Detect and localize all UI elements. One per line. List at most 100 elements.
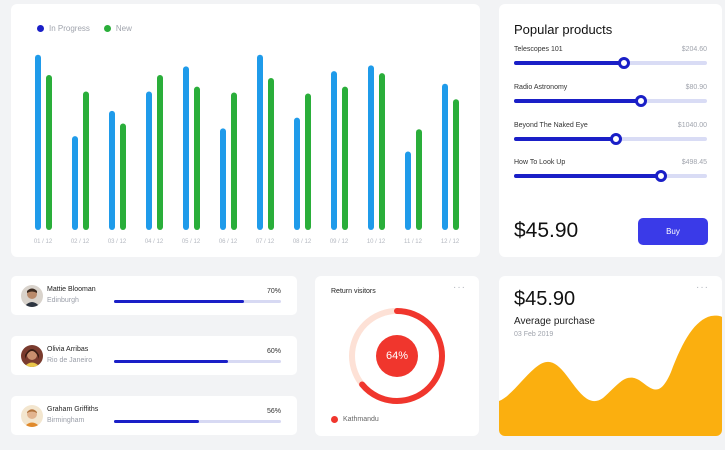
user-progress-fill: [114, 420, 200, 423]
bar-chart-card: In Progress New 01 / 12 02 / 12 03 / 12 04 …: [11, 4, 480, 257]
return-visitors-card: Return visitors ··· 64% Kathmandu: [315, 276, 479, 436]
bar-in-progress-10[interactable]: [368, 65, 374, 230]
x-tick-label: 03 / 12: [108, 239, 127, 245]
return-visitors-title: Return visitors: [331, 288, 376, 295]
avatar: [21, 285, 43, 307]
user-name: Mattie Blooman: [47, 286, 96, 293]
chart-legend: In Progress New: [37, 24, 132, 33]
bar-in-progress-11[interactable]: [405, 151, 411, 230]
legend-dot-icon: [331, 416, 338, 423]
user-progress-track: [114, 420, 281, 423]
more-horizontal-icon[interactable]: ···: [453, 282, 466, 293]
average-price: $45.90: [514, 288, 576, 310]
product-slider-fill: [514, 61, 624, 65]
user-progress-fill: [114, 360, 228, 363]
legend-item-in-progress[interactable]: In Progress: [37, 24, 90, 33]
user-percent: 60%: [266, 348, 281, 355]
return-visitors-donut: [349, 308, 445, 404]
average-label: Average purchase: [514, 316, 595, 327]
product-slider-knob[interactable]: [635, 95, 648, 107]
x-tick-label: 10 / 12: [367, 239, 386, 245]
donut-percent: 64%: [385, 350, 409, 362]
bar-in-progress-2[interactable]: [72, 136, 78, 230]
legend-dot-icon: [103, 25, 111, 32]
bar-new-8[interactable]: [305, 93, 311, 230]
x-tick-label: 12 / 12: [441, 239, 460, 245]
legend-label: Kathmandu: [343, 416, 379, 423]
bar-new-12[interactable]: [453, 99, 459, 231]
user-city: Birmingham: [47, 417, 85, 424]
product-price-small: $1040.00: [677, 122, 707, 129]
x-tick-label: 06 / 12: [219, 239, 238, 245]
bar-in-progress-3[interactable]: [109, 110, 115, 230]
user-progress-track: [114, 360, 281, 363]
bar-new-11[interactable]: [416, 129, 422, 230]
bar-in-progress-9[interactable]: [331, 71, 337, 230]
product-slider-fill: [514, 137, 617, 141]
bar-new-2[interactable]: [83, 91, 89, 230]
product-price-small: $80.90: [685, 84, 707, 91]
x-tick-label: 04 / 12: [145, 239, 164, 245]
product-label: How To Look Up: [514, 159, 566, 166]
bar-in-progress-8[interactable]: [294, 117, 300, 230]
product-slider[interactable]: [514, 57, 707, 69]
product-price-small: $498.45: [681, 159, 707, 166]
bar-new-10[interactable]: [379, 73, 385, 231]
product-slider-fill: [514, 174, 661, 178]
user-progress-fill: [114, 300, 245, 303]
bar-new-5[interactable]: [194, 86, 200, 231]
user-card[interactable]: Olivia Arribas Rio de Janeiro 60%: [11, 336, 297, 375]
user-percent: 70%: [266, 288, 281, 295]
x-tick-label: 11 / 12: [404, 239, 423, 245]
legend-item-new[interactable]: New: [103, 24, 132, 33]
bar-new-4[interactable]: [157, 75, 163, 230]
user-percent: 56%: [266, 408, 281, 415]
product-slider[interactable]: [514, 133, 707, 145]
donut-progress-arc: [349, 308, 445, 404]
user-card[interactable]: Graham Griffiths Birmingham 56%: [11, 396, 297, 435]
bar-in-progress-1[interactable]: [35, 54, 41, 230]
x-tick-label: 09 / 12: [330, 239, 349, 245]
bar-in-progress-12[interactable]: [442, 83, 448, 230]
bar-new-7[interactable]: [268, 77, 274, 231]
bar-in-progress-5[interactable]: [183, 66, 189, 230]
product-slider[interactable]: [514, 170, 707, 182]
product-slider-fill: [514, 99, 642, 103]
user-city: Rio de Janeiro: [47, 357, 93, 364]
average-purchase-card: $45.90 ··· Average purchase 03 Feb 2019: [499, 276, 722, 436]
popular-products-card: Popular products Telescopes 101 $204.60 Ra…: [499, 4, 722, 257]
bar-in-progress-6[interactable]: [220, 128, 226, 230]
average-date: 03 Feb 2019: [514, 331, 554, 338]
x-tick-label: 01 / 12: [34, 239, 53, 245]
product-label: Radio Astronomy: [514, 84, 568, 91]
bar-new-3[interactable]: [120, 123, 126, 230]
x-tick-label: 08 / 12: [293, 239, 312, 245]
x-tick-label: 05 / 12: [182, 239, 201, 245]
donut-legend: Kathmandu: [331, 416, 379, 423]
user-name: Olivia Arribas: [47, 346, 89, 353]
popular-products-title: Popular products: [514, 22, 613, 37]
donut-center: [376, 335, 418, 377]
product-slider-knob[interactable]: [654, 170, 667, 182]
bar-new-1[interactable]: [46, 75, 52, 230]
product-slider-knob[interactable]: [618, 57, 630, 69]
bar-in-progress-7[interactable]: [257, 54, 263, 230]
product-label: Telescopes 101: [514, 46, 563, 53]
average-area-chart: [499, 315, 722, 436]
area-fill: [499, 315, 722, 436]
bar-in-progress-4[interactable]: [146, 91, 152, 230]
x-tick-label: 02 / 12: [71, 239, 90, 245]
legend-dot-icon: [37, 25, 44, 32]
user-city: Edinburgh: [47, 297, 79, 304]
more-horizontal-icon[interactable]: ···: [696, 282, 709, 293]
bar-new-9[interactable]: [342, 86, 348, 231]
product-slider-knob[interactable]: [610, 133, 623, 145]
buy-button[interactable]: Buy: [638, 218, 708, 245]
user-progress-track: [114, 300, 281, 303]
product-slider[interactable]: [514, 95, 707, 107]
bar-new-6[interactable]: [231, 92, 237, 230]
bar-chart: 01 / 12 02 / 12 03 / 12 04 / 12 05 / 12 06 / …: [34, 54, 460, 245]
user-card[interactable]: Mattie Blooman Edinburgh 70%: [11, 276, 297, 315]
x-tick-label: 07 / 12: [256, 239, 275, 245]
product-price: $45.90: [514, 219, 579, 242]
